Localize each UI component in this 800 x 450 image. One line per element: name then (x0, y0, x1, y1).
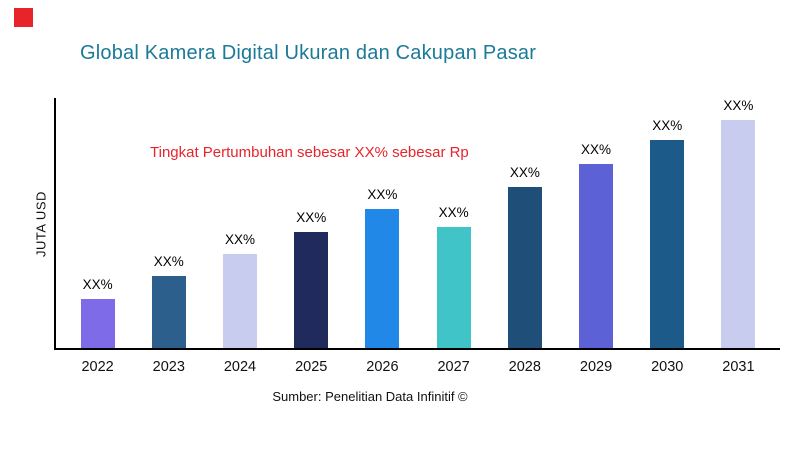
bar-column-2023: XX% 2023 (133, 98, 204, 375)
bar-column-2027: XX% 2027 (418, 98, 489, 375)
x-tick-label-2022: 2022 (81, 359, 114, 375)
bar-value-label: XX% (82, 277, 113, 292)
bar-column-2024: XX% 2024 (204, 98, 275, 375)
bar-column-2030: XX% 2030 (632, 98, 703, 375)
y-axis-label: JUTA USD (33, 191, 49, 257)
bar-2029 (579, 164, 614, 348)
brand-accent-square (14, 8, 33, 27)
bar-value-label: XX% (367, 187, 398, 202)
bar-column-2025: XX% 2025 (276, 98, 347, 375)
bar-value-label: XX% (153, 254, 184, 269)
bar-column-2028: XX% 2028 (489, 98, 560, 375)
chart-title: Global Kamera Digital Ukuran dan Cakupan… (80, 42, 537, 64)
bar-value-label: XX% (652, 118, 683, 133)
bar-2027 (436, 227, 471, 348)
bar-2031 (721, 120, 756, 348)
bar-value-label: XX% (438, 205, 469, 220)
bar-2030 (650, 140, 685, 348)
bar-value-label: XX% (723, 98, 754, 113)
source-caption: Sumber: Penelitian Data Infinitif © (272, 389, 468, 404)
x-tick-label-2027: 2027 (437, 359, 470, 375)
x-tick-label-2024: 2024 (223, 359, 257, 375)
bar-2026 (365, 209, 400, 348)
x-tick-label-2025: 2025 (295, 359, 328, 375)
x-tick-label-2029: 2029 (579, 359, 613, 375)
x-tick-label-2023: 2023 (152, 359, 185, 375)
plot-outer: Tingkat Pertumbuhan sebesar XX% sebesar … (54, 98, 780, 375)
x-tick-label-2026: 2026 (366, 359, 399, 375)
x-tick-label-2030: 2030 (651, 359, 684, 375)
bar-column-2031: XX% 2031 (703, 98, 774, 375)
bar-2028 (507, 187, 542, 348)
bar-value-label: XX% (296, 210, 327, 225)
growth-annotation: Tingkat Pertumbuhan sebesar XX% sebesar … (150, 144, 469, 161)
bar-value-label: XX% (581, 142, 612, 157)
plot-area: XX% 2022 XX% 2023 XX% 2024 XX% 2025 XX% 2026 XX% 20… (54, 98, 780, 375)
bar-column-2026: XX% 2026 (347, 98, 418, 375)
bar-column-2022: XX% 2022 (62, 98, 133, 375)
bar-chart: JUTA USD Tingkat Pertumbuhan sebesar XX%… (28, 98, 780, 375)
bar-column-2029: XX% 2029 (560, 98, 631, 375)
bar-2025 (294, 232, 329, 348)
bar-2024 (223, 254, 257, 348)
bar-value-label: XX% (225, 232, 256, 247)
bar-2023 (151, 276, 186, 348)
x-tick-label-2028: 2028 (508, 359, 541, 375)
bar-2022 (80, 299, 115, 348)
bar-value-label: XX% (509, 165, 540, 180)
x-tick-label-2031: 2031 (722, 359, 755, 375)
